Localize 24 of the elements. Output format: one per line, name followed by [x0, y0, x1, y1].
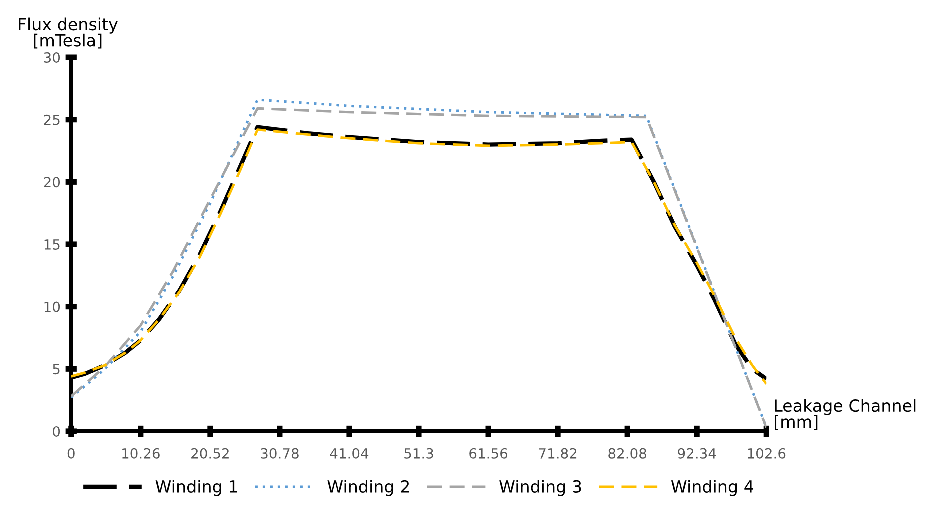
y-tick-label: 0: [53, 426, 60, 437]
y-tick-label: 5: [53, 364, 60, 375]
x-tick-label: 102.6: [748, 448, 786, 459]
y-tick-label: 20: [44, 177, 60, 188]
x-axis-title: Leakage Channel [mm]: [775, 399, 916, 430]
legend-label: Winding 3: [500, 480, 582, 496]
x-tick-label: 30.78: [261, 448, 299, 459]
legend-label: Winding 4: [671, 480, 754, 496]
y-tick-label: 25: [44, 114, 60, 126]
x-tick-label: 41.04: [330, 448, 369, 459]
legend-label: Winding 2: [328, 480, 409, 496]
x-tick-label: 82.08: [608, 448, 647, 459]
x-tick-label: 92.34: [678, 448, 716, 459]
x-tick-label: 10.26: [122, 448, 160, 459]
x-tick-label: 61.56: [470, 448, 508, 459]
legend-label: Winding 1: [156, 480, 238, 496]
x-tick-label: 51.3: [404, 448, 434, 459]
y-tick-label: 10: [44, 302, 60, 312]
y-axis-title: Flux density [mTesla]: [19, 18, 118, 49]
x-tick-label: 20.52: [192, 448, 229, 459]
x-tick-label: 0: [68, 448, 75, 459]
y-tick-label: 30: [44, 52, 60, 64]
x-tick-label: 71.82: [539, 448, 577, 459]
y-tick-label: 15: [44, 240, 60, 250]
